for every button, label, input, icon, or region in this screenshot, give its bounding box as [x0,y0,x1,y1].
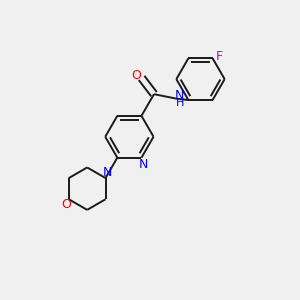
Text: O: O [131,69,141,82]
Text: O: O [61,198,71,211]
Text: H: H [176,98,184,108]
Text: N: N [102,166,112,179]
Text: F: F [215,50,223,63]
Text: N: N [175,88,184,101]
Text: N: N [139,158,148,171]
